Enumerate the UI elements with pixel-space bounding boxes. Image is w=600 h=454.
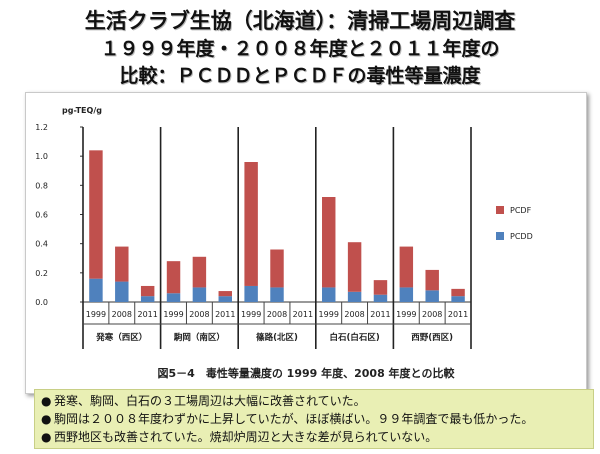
bar-pcdd xyxy=(89,278,103,302)
bar-pcdd xyxy=(425,290,439,302)
bar-pcdd xyxy=(270,287,284,302)
bar-pcdf xyxy=(322,197,336,288)
y-tick-label: 1.0 xyxy=(35,152,48,161)
y-tick-label: 0.2 xyxy=(35,269,48,278)
bar-pcdd xyxy=(115,281,129,302)
group-label: 白石(白石区) xyxy=(329,332,379,343)
bar-pcdf xyxy=(89,150,103,279)
note-item: ● 発寒、駒岡、白石の３工場周辺は大幅に改善されていた。 xyxy=(41,392,587,410)
title-line-2: １９９９年度・２００８年度と２０１１年度の xyxy=(100,38,500,60)
y-tick-label: 0.8 xyxy=(35,181,48,190)
x-tick-label: 1999 xyxy=(241,310,261,319)
note-text: 西野地区も改善されていた。焼却炉周辺と大きな差が見られていない。 xyxy=(54,430,438,444)
note-text: 発寒、駒岡、白石の３工場周辺は大幅に改善されていた。 xyxy=(54,394,366,408)
bar-pcdf xyxy=(270,249,284,288)
x-tick-label: 1999 xyxy=(86,310,106,319)
bar-pcdd xyxy=(218,296,232,302)
group-label: 篠路(北区) xyxy=(256,332,298,343)
x-tick-label: 2011 xyxy=(293,310,313,319)
bar-pcdd xyxy=(347,291,362,302)
note-item: ● 西野地区も改善されていた。焼却炉周辺と大きな差が見られていない。 xyxy=(41,428,587,446)
title-line-1: 生活クラブ生協（北海道）：清掃工場周辺調査 xyxy=(84,9,516,33)
stacked-bar-chart: pg-TEQ/g 0.0 0.2 0.4 0.6 0.8 1.0 1.2 1999 2008 201… xyxy=(35,106,533,349)
summary-notes: ● 発寒、駒岡、白石の３工場周辺は大幅に改善されていた。 ● 駒岡は２００８年度わずか… xyxy=(34,389,594,449)
bar-pcdd xyxy=(192,287,207,302)
bar-pcdd xyxy=(399,287,414,302)
x-tick-label: 2008 xyxy=(112,310,132,319)
title-line-3: 比較：ＰＣＤＤとＰＣＤＦの毒性等量濃度 xyxy=(119,65,481,87)
x-tick-label: 2011 xyxy=(370,310,390,319)
x-tick-label: 1999 xyxy=(396,310,416,319)
note-text: 駒岡は２００８年度わずかに上昇していたが、ほぼ横ばい。９９年調査で最も低かった。 xyxy=(54,412,534,426)
bar-pcdf xyxy=(373,280,388,295)
x-tick-label: 2008 xyxy=(267,310,287,319)
note-bullet: ● xyxy=(41,430,52,444)
legend-label-pcdf: PCDF xyxy=(510,206,532,215)
group-label: 西野(西区) xyxy=(411,333,453,343)
bar-pcdf xyxy=(218,291,232,297)
bar-pcdd xyxy=(166,293,181,302)
note-item: ● 駒岡は２００８年度わずかに上昇していたが、ほぼ横ばい。９９年調査で最も低かった… xyxy=(41,410,587,428)
bar-pcdd xyxy=(451,296,465,302)
note-bullet: ● xyxy=(41,412,52,426)
bar-pcdd xyxy=(373,294,388,302)
x-tick-label: 2008 xyxy=(422,310,442,319)
legend-swatch-pcdf xyxy=(496,206,504,214)
bar-pcdf xyxy=(347,242,362,292)
group-label: 駒岡（南区） xyxy=(173,332,225,343)
y-tick-label: 0.4 xyxy=(35,240,48,249)
x-tick-label: 2008 xyxy=(189,310,209,319)
legend-swatch-pcdd xyxy=(496,232,504,240)
chart-slide: pg-TEQ/g 0.0 0.2 0.4 0.6 0.8 1.0 1.2 1999 2008 201… xyxy=(25,92,587,394)
y-tick-label: 1.2 xyxy=(35,123,48,132)
x-tick-label: 2011 xyxy=(215,310,235,319)
y-axis-label: pg-TEQ/g xyxy=(62,106,102,115)
note-bullet: ● xyxy=(41,394,52,408)
bar-pcdf xyxy=(166,261,181,294)
bar-pcdf xyxy=(244,162,258,286)
legend-label-pcdd: PCDD xyxy=(510,232,533,241)
x-tick-label: 2011 xyxy=(448,310,468,319)
bar-pcdf xyxy=(451,288,465,297)
bar-pcdf xyxy=(425,269,439,291)
bar-pcdf xyxy=(140,285,155,297)
x-tick-label: 2011 xyxy=(137,310,157,319)
bar-pcdd xyxy=(322,287,336,302)
bar-pcdd xyxy=(140,296,155,302)
x-tick-label: 1999 xyxy=(319,310,339,319)
group-label: 発寒（西区） xyxy=(95,332,147,343)
y-tick-label: 0.0 xyxy=(35,298,48,307)
y-tick-label: 0.6 xyxy=(35,211,48,220)
bar-pcdd xyxy=(244,285,258,302)
x-tick-label: 2008 xyxy=(344,310,364,319)
bar-pcdf xyxy=(399,246,414,288)
bar-pcdf xyxy=(115,246,129,282)
bar-pcdf xyxy=(192,256,207,288)
x-tick-label: 1999 xyxy=(163,310,183,319)
figure-caption: 図5－4 毒性等量濃度の 1999 年度、2008 年度との比較 xyxy=(157,367,455,380)
